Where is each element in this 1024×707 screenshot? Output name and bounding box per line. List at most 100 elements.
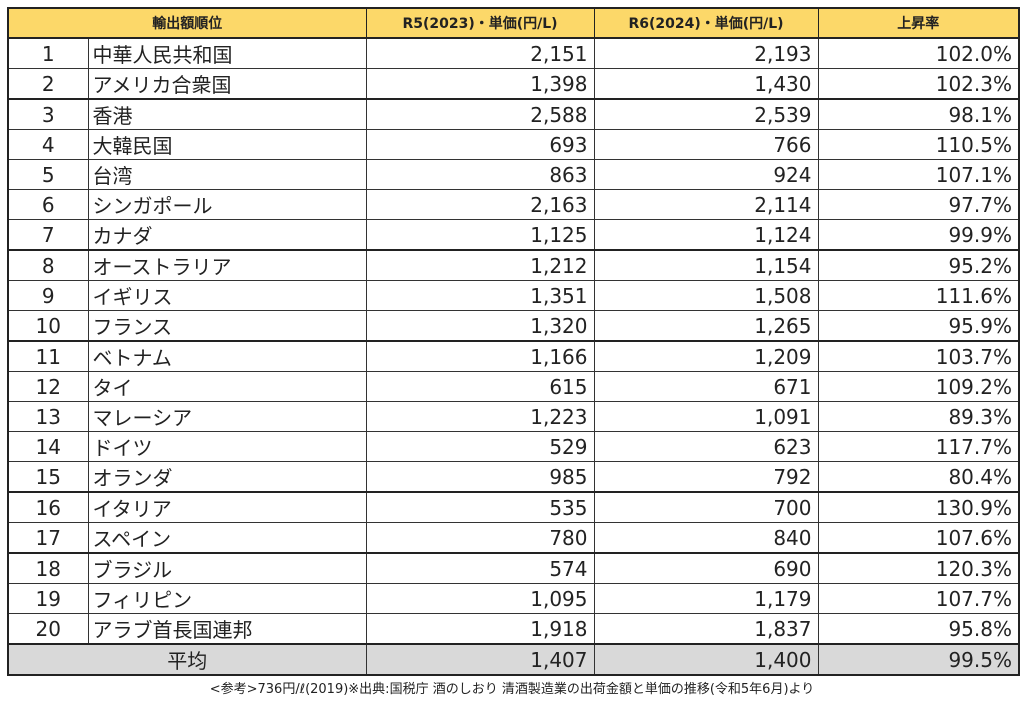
country-cell: アメリカ合衆国 bbox=[87, 68, 367, 100]
country-cell: ベトナム bbox=[87, 340, 367, 372]
country-cell: タイ bbox=[87, 371, 367, 402]
price-table-container: 輸出額順位 R5(2023)・単価(円/L) R6(2024)・単価(円/L) … bbox=[7, 7, 1020, 676]
table-row: 17 スペイン 780 840 107.6% bbox=[7, 522, 1020, 554]
r6-price-cell: 623 bbox=[593, 431, 819, 462]
country-cell: アラブ首長国連邦 bbox=[87, 613, 367, 645]
table-row: 19 フィリピン 1,095 1,179 107.7% bbox=[7, 583, 1020, 614]
header-r6-price: R6(2024)・単価(円/L) bbox=[593, 7, 819, 39]
growth-rate-cell: 80.4% bbox=[817, 461, 1020, 493]
r5-price-cell: 2,163 bbox=[365, 189, 595, 220]
growth-rate-cell: 117.7% bbox=[817, 431, 1020, 462]
r6-price-cell: 671 bbox=[593, 371, 819, 402]
table-header-row: 輸出額順位 R5(2023)・単価(円/L) R6(2024)・単価(円/L) … bbox=[7, 7, 1020, 39]
r6-price-cell: 1,091 bbox=[593, 401, 819, 432]
rank-cell: 13 bbox=[7, 401, 89, 432]
country-cell: 中華人民共和国 bbox=[87, 37, 367, 69]
growth-rate-cell: 109.2% bbox=[817, 371, 1020, 402]
table-row: 2 アメリカ合衆国 1,398 1,430 102.3% bbox=[7, 68, 1020, 100]
r5-price-cell: 1,398 bbox=[365, 68, 595, 100]
country-cell: カナダ bbox=[87, 219, 367, 251]
r6-price-cell: 700 bbox=[593, 491, 819, 523]
table-row: 14 ドイツ 529 623 117.7% bbox=[7, 431, 1020, 462]
growth-rate-cell: 95.8% bbox=[817, 613, 1020, 645]
rank-cell: 3 bbox=[7, 98, 89, 130]
table-row: 7 カナダ 1,125 1,124 99.9% bbox=[7, 219, 1020, 251]
country-cell: イタリア bbox=[87, 491, 367, 523]
country-cell: 台湾 bbox=[87, 159, 367, 190]
table-row: 9 イギリス 1,351 1,508 111.6% bbox=[7, 280, 1020, 311]
growth-rate-cell: 107.7% bbox=[817, 583, 1020, 614]
r5-price-cell: 574 bbox=[365, 552, 595, 584]
rank-cell: 19 bbox=[7, 583, 89, 614]
growth-rate-cell: 98.1% bbox=[817, 98, 1020, 130]
country-cell: スペイン bbox=[87, 522, 367, 554]
growth-rate-cell: 107.1% bbox=[817, 159, 1020, 190]
table-row: 15 オランダ 985 792 80.4% bbox=[7, 461, 1020, 493]
average-r6-cell: 1,400 bbox=[593, 643, 819, 676]
growth-rate-cell: 99.9% bbox=[817, 219, 1020, 251]
growth-rate-cell: 89.3% bbox=[817, 401, 1020, 432]
r5-price-cell: 2,151 bbox=[365, 37, 595, 69]
country-cell: マレーシア bbox=[87, 401, 367, 432]
table-row: 4 大韓民国 693 766 110.5% bbox=[7, 129, 1020, 160]
r5-price-cell: 1,125 bbox=[365, 219, 595, 251]
header-export-rank: 輸出額順位 bbox=[7, 7, 367, 39]
rank-cell: 7 bbox=[7, 219, 89, 251]
table-row: 1 中華人民共和国 2,151 2,193 102.0% bbox=[7, 37, 1020, 69]
table-row: 12 タイ 615 671 109.2% bbox=[7, 371, 1020, 402]
r6-price-cell: 2,193 bbox=[593, 37, 819, 69]
growth-rate-cell: 102.0% bbox=[817, 37, 1020, 69]
growth-rate-cell: 102.3% bbox=[817, 68, 1020, 100]
country-cell: イギリス bbox=[87, 280, 367, 311]
rank-cell: 11 bbox=[7, 340, 89, 372]
table-row: 5 台湾 863 924 107.1% bbox=[7, 159, 1020, 190]
rank-cell: 18 bbox=[7, 552, 89, 584]
growth-rate-cell: 110.5% bbox=[817, 129, 1020, 160]
growth-rate-cell: 130.9% bbox=[817, 491, 1020, 523]
table-row: 16 イタリア 535 700 130.9% bbox=[7, 491, 1020, 523]
average-rate-cell: 99.5% bbox=[817, 643, 1020, 676]
growth-rate-cell: 95.2% bbox=[817, 249, 1020, 281]
table-row: 18 ブラジル 574 690 120.3% bbox=[7, 552, 1020, 584]
r6-price-cell: 766 bbox=[593, 129, 819, 160]
rank-cell: 20 bbox=[7, 613, 89, 645]
table-row: 20 アラブ首長国連邦 1,918 1,837 95.8% bbox=[7, 613, 1020, 645]
average-row: 平均 1,407 1,400 99.5% bbox=[7, 643, 1020, 676]
growth-rate-cell: 103.7% bbox=[817, 340, 1020, 372]
r6-price-cell: 840 bbox=[593, 522, 819, 554]
r5-price-cell: 529 bbox=[365, 431, 595, 462]
r6-price-cell: 1,508 bbox=[593, 280, 819, 311]
country-cell: 香港 bbox=[87, 98, 367, 130]
table-row: 13 マレーシア 1,223 1,091 89.3% bbox=[7, 401, 1020, 432]
r5-price-cell: 1,212 bbox=[365, 249, 595, 281]
growth-rate-cell: 95.9% bbox=[817, 310, 1020, 342]
rank-cell: 2 bbox=[7, 68, 89, 100]
average-label: 平均 bbox=[7, 643, 367, 676]
r6-price-cell: 1,154 bbox=[593, 249, 819, 281]
rank-cell: 14 bbox=[7, 431, 89, 462]
table-row: 3 香港 2,588 2,539 98.1% bbox=[7, 98, 1020, 130]
header-r5-price: R5(2023)・単価(円/L) bbox=[365, 7, 595, 39]
rank-cell: 15 bbox=[7, 461, 89, 493]
table-body: 1 中華人民共和国 2,151 2,193 102.0% 2 アメリカ合衆国 1,398 1,4… bbox=[7, 37, 1020, 676]
r5-price-cell: 863 bbox=[365, 159, 595, 190]
r6-price-cell: 2,539 bbox=[593, 98, 819, 130]
growth-rate-cell: 97.7% bbox=[817, 189, 1020, 220]
growth-rate-cell: 107.6% bbox=[817, 522, 1020, 554]
r6-price-cell: 1,124 bbox=[593, 219, 819, 251]
r6-price-cell: 1,837 bbox=[593, 613, 819, 645]
table-row: 8 オーストラリア 1,212 1,154 95.2% bbox=[7, 249, 1020, 281]
r6-price-cell: 1,179 bbox=[593, 583, 819, 614]
country-cell: オランダ bbox=[87, 461, 367, 493]
growth-rate-cell: 120.3% bbox=[817, 552, 1020, 584]
rank-cell: 17 bbox=[7, 522, 89, 554]
rank-cell: 4 bbox=[7, 129, 89, 160]
r5-price-cell: 1,918 bbox=[365, 613, 595, 645]
r5-price-cell: 615 bbox=[365, 371, 595, 402]
header-growth-rate: 上昇率 bbox=[817, 7, 1020, 39]
country-cell: フランス bbox=[87, 310, 367, 342]
footnote-source: <参考>736円/ℓ(2019)※出典:国税庁 酒のしおり 清酒製造業の出荷金額… bbox=[209, 682, 815, 697]
table-row: 11 ベトナム 1,166 1,209 103.7% bbox=[7, 340, 1020, 372]
export-price-table: 輸出額順位 R5(2023)・単価(円/L) R6(2024)・単価(円/L) … bbox=[7, 7, 1020, 676]
r5-price-cell: 2,588 bbox=[365, 98, 595, 130]
